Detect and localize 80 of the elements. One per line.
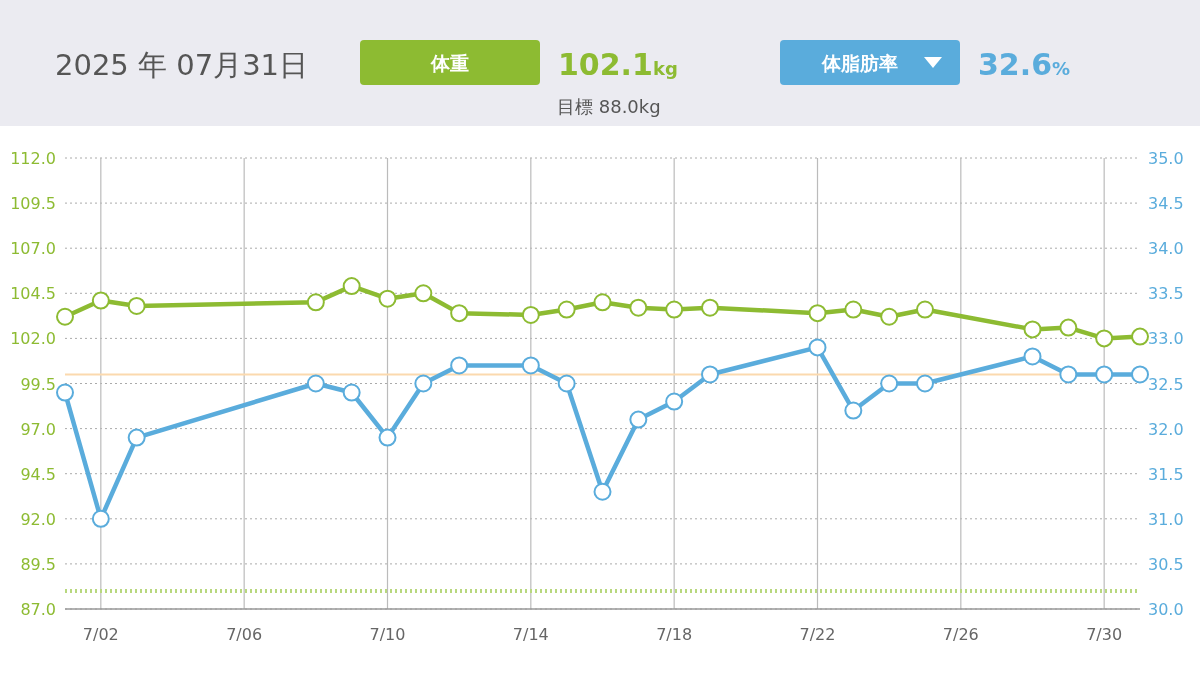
point bbox=[1059, 365, 1078, 384]
point bbox=[665, 392, 684, 411]
point bbox=[91, 509, 110, 528]
y-tick-label: 107.0 bbox=[10, 239, 56, 259]
point bbox=[306, 374, 325, 393]
y2-tick-label: 35.0 bbox=[1148, 149, 1184, 168]
point bbox=[629, 298, 648, 317]
point bbox=[127, 428, 146, 447]
point bbox=[378, 428, 397, 447]
y-tick-label: 87.0 bbox=[20, 600, 56, 619]
y2-tick-label: 34.5 bbox=[1148, 194, 1184, 214]
point bbox=[450, 304, 469, 323]
point bbox=[701, 298, 719, 317]
text: 体脂肪率 bbox=[821, 52, 898, 74]
point bbox=[808, 304, 827, 323]
y2-tick-label: 30.5 bbox=[1148, 554, 1184, 574]
point bbox=[880, 374, 899, 393]
point bbox=[378, 289, 397, 308]
point bbox=[342, 383, 361, 402]
point bbox=[1023, 347, 1042, 366]
point bbox=[521, 356, 540, 375]
point bbox=[844, 401, 863, 420]
y2-tick-label: 31.0 bbox=[1148, 509, 1184, 529]
y2-tick-label: 31.5 bbox=[1148, 464, 1184, 484]
point bbox=[1131, 327, 1149, 346]
point bbox=[521, 305, 540, 324]
point bbox=[450, 356, 469, 375]
point bbox=[342, 277, 361, 296]
point bbox=[880, 307, 899, 326]
point bbox=[1023, 320, 1042, 339]
point bbox=[414, 284, 433, 303]
y2-tick-label: 32.0 bbox=[1148, 419, 1184, 439]
y-tick-label: 94.5 bbox=[20, 464, 56, 484]
x-tick-label: 7/10 bbox=[369, 625, 406, 644]
y2-tick-label: 34.0 bbox=[1148, 239, 1184, 259]
point bbox=[1131, 365, 1149, 384]
point bbox=[593, 293, 612, 312]
y-tick-label: 102.0 bbox=[10, 329, 56, 349]
point bbox=[593, 482, 612, 501]
point bbox=[557, 374, 576, 393]
point bbox=[1095, 329, 1114, 348]
x-tick-label: 7/02 bbox=[82, 625, 119, 644]
text: 目標 88.0kg bbox=[557, 96, 661, 117]
y-tick-label: 89.5 bbox=[20, 554, 56, 574]
point bbox=[808, 338, 827, 357]
point bbox=[56, 383, 74, 402]
point bbox=[629, 410, 648, 429]
y-tick-label: 109.5 bbox=[10, 194, 56, 214]
x-tick-label: 7/30 bbox=[1086, 625, 1123, 644]
x-tick-label: 7/22 bbox=[799, 625, 836, 644]
point bbox=[1095, 365, 1114, 384]
text: 32.6% bbox=[978, 47, 1071, 82]
point bbox=[91, 291, 110, 310]
point bbox=[665, 300, 684, 319]
y2-tick-label: 33.5 bbox=[1148, 284, 1184, 304]
point bbox=[1059, 318, 1078, 337]
point bbox=[844, 300, 863, 319]
point bbox=[557, 300, 576, 319]
x-tick-label: 7/26 bbox=[942, 625, 979, 644]
y-tick-label: 97.0 bbox=[20, 419, 56, 439]
y-tick-label: 99.5 bbox=[20, 374, 56, 394]
point bbox=[916, 300, 934, 319]
y-tick-label: 112.0 bbox=[10, 149, 56, 168]
point bbox=[56, 307, 74, 326]
y2-tick-label: 30.0 bbox=[1148, 600, 1184, 619]
y-tick-label: 92.0 bbox=[20, 509, 56, 529]
y2-tick-label: 32.5 bbox=[1148, 374, 1184, 394]
text: 体重 bbox=[430, 52, 469, 74]
point bbox=[916, 374, 934, 393]
y-tick-label: 104.5 bbox=[10, 284, 56, 304]
point bbox=[414, 374, 433, 393]
point bbox=[701, 365, 719, 384]
chart-title: 2025 年 07月31日 bbox=[55, 48, 309, 82]
point bbox=[306, 293, 325, 312]
text: 102.1kg bbox=[558, 47, 678, 82]
x-tick-label: 7/18 bbox=[656, 625, 693, 644]
x-tick-label: 7/06 bbox=[226, 625, 263, 644]
x-tick-label: 7/14 bbox=[512, 625, 549, 644]
y2-tick-label: 33.0 bbox=[1148, 329, 1184, 349]
point bbox=[127, 296, 146, 315]
